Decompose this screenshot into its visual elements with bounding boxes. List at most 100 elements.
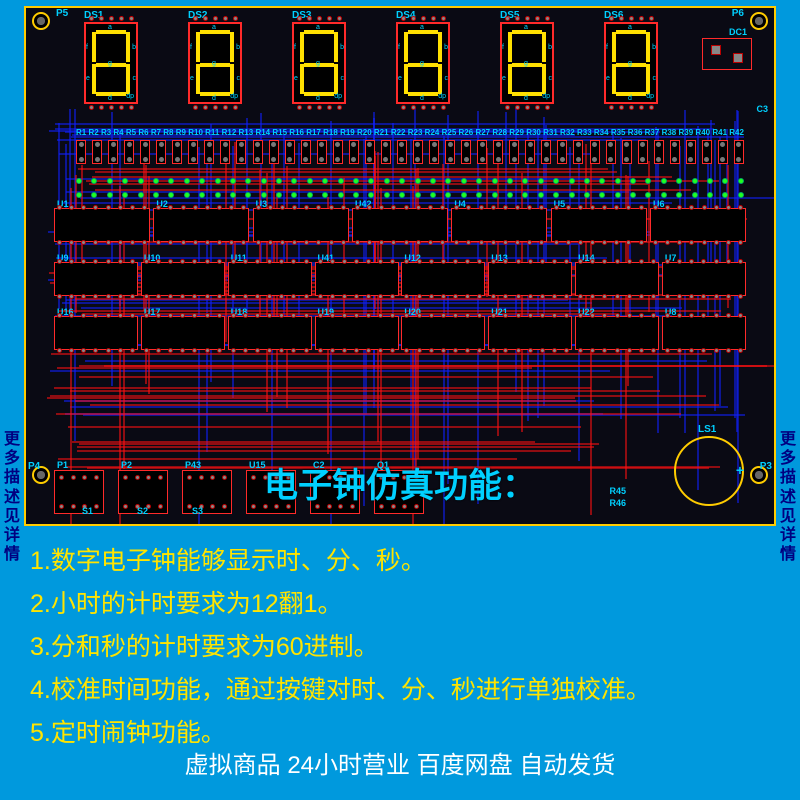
resistor [702, 140, 712, 164]
side-text-right: 更多描述见详情 [778, 430, 798, 564]
resistor [204, 140, 214, 164]
resistor [140, 140, 150, 164]
resistor [718, 140, 728, 164]
via [569, 178, 575, 184]
via [430, 178, 436, 184]
ic-chip: U8 [662, 316, 746, 350]
res-ref: R38 [662, 128, 677, 137]
ic-chip: U9 [54, 262, 138, 296]
mounting-hole [32, 12, 50, 30]
res-ref: R8 [163, 128, 173, 137]
via [368, 178, 374, 184]
via [291, 192, 297, 198]
res-ref: R19 [340, 128, 355, 137]
via [461, 192, 467, 198]
res-ref: R10 [188, 128, 203, 137]
res-ref: R42 [729, 128, 744, 137]
via [615, 192, 621, 198]
via [738, 192, 744, 198]
via [122, 192, 128, 198]
seven-seg-row: DS1 abcdefgdp DS2 abcdefgdp DS3 abcdefgd… [84, 22, 658, 104]
resistor [557, 140, 567, 164]
via [630, 192, 636, 198]
mounting-hole [750, 12, 768, 30]
via [722, 178, 728, 184]
via [291, 178, 297, 184]
resistor [92, 140, 102, 164]
resistor [349, 140, 359, 164]
via [692, 178, 698, 184]
via [338, 192, 344, 198]
via [430, 192, 436, 198]
resistor [606, 140, 616, 164]
res-ref: R15 [272, 128, 287, 137]
via [91, 192, 97, 198]
via [199, 178, 205, 184]
resistor [365, 140, 375, 164]
resistor [172, 140, 182, 164]
res-ref: R11 [205, 128, 219, 137]
resistor [622, 140, 632, 164]
res-ref: R40 [695, 128, 710, 137]
resistor [638, 140, 648, 164]
resistor [493, 140, 503, 164]
via [153, 178, 159, 184]
block-ref: P43 [185, 460, 201, 470]
resistor [670, 140, 680, 164]
res-ref: R33 [577, 128, 592, 137]
via [415, 178, 421, 184]
res-ref: R22 [391, 128, 406, 137]
via [476, 178, 482, 184]
resistor [445, 140, 455, 164]
via [76, 192, 82, 198]
via [322, 178, 328, 184]
seven-seg-display: DS4 abcdefgdp [396, 22, 450, 104]
ic-chip: U18 [228, 316, 312, 350]
ic-chip: U20 [401, 316, 485, 350]
res-ref: R5 [126, 128, 136, 137]
switch-ref: S2 [137, 506, 148, 516]
res-ref: R34 [594, 128, 609, 137]
via [599, 192, 605, 198]
res-ref: R45 [609, 486, 626, 496]
via [645, 192, 651, 198]
via [507, 192, 513, 198]
resistor [156, 140, 166, 164]
resistor [541, 140, 551, 164]
resistor [429, 140, 439, 164]
ic-chip: U16 [54, 316, 138, 350]
ref-p4: P4 [28, 461, 40, 472]
via [630, 178, 636, 184]
res-ref: R32 [560, 128, 575, 137]
pcb-layout: P5 P6 P4 P3 DC1 C3 DS1 abcdefgdp DS2 abc… [24, 6, 776, 526]
via [676, 178, 682, 184]
feature-item: 2.小时的计时要求为12翻1。 [30, 583, 651, 626]
resistor [124, 140, 134, 164]
res-ref: R20 [357, 128, 372, 137]
via [538, 192, 544, 198]
via [722, 192, 728, 198]
seven-seg-display: DS3 abcdefgdp [292, 22, 346, 104]
resistor [317, 140, 327, 164]
via [245, 178, 251, 184]
ic-chip: U19 [315, 316, 399, 350]
res-ref: R16 [289, 128, 304, 137]
via [138, 178, 144, 184]
speaker: LS1 [674, 436, 744, 506]
resistor [686, 140, 696, 164]
ic-chip: U4 [451, 208, 547, 242]
resistor [220, 140, 230, 164]
via [445, 178, 451, 184]
via [184, 192, 190, 198]
via [261, 192, 267, 198]
via [230, 178, 236, 184]
via [122, 178, 128, 184]
via [553, 178, 559, 184]
resistor [253, 140, 263, 164]
via [307, 178, 313, 184]
resistor [285, 140, 295, 164]
via [368, 192, 374, 198]
via [538, 178, 544, 184]
ic-chip: U11 [228, 262, 312, 296]
via [91, 178, 97, 184]
